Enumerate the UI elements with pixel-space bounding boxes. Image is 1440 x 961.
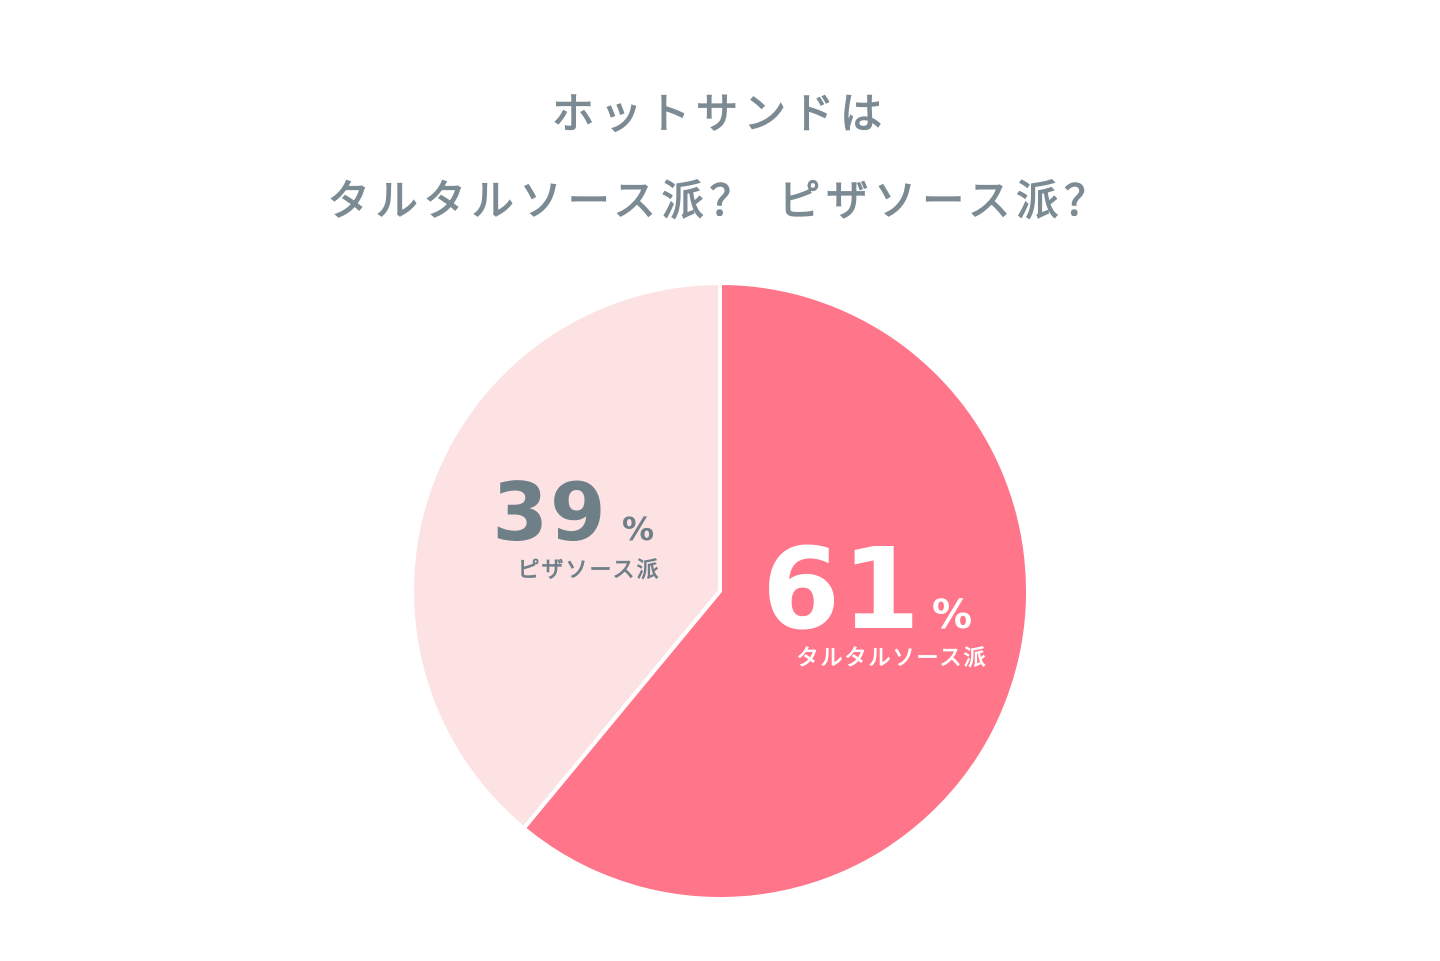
chart-title-line-1: ホットサンドは: [551, 89, 888, 138]
pie-slice: [520, 280, 1030, 901]
pie-slice: [410, 280, 722, 832]
chart-title-line-2: タルタルソース派？ ピザソース派？: [327, 176, 1113, 225]
data-label-value: 61: [762, 525, 922, 655]
data-label-name: ピザソース派: [518, 558, 661, 583]
data-label-value: 39: [492, 466, 607, 559]
data-label-name: タルタルソース派: [797, 646, 988, 671]
data-label-unit: %: [622, 510, 654, 548]
data-label-unit: %: [932, 592, 972, 638]
